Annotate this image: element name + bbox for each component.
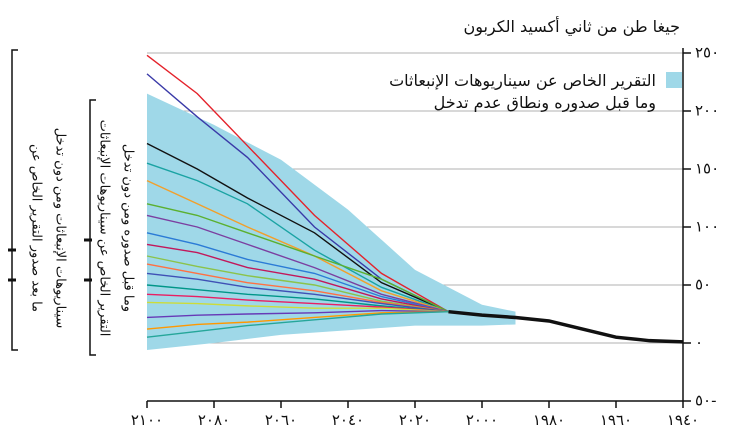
x-tick-label: ٢٠٨٠: [198, 411, 230, 429]
bracket: [11, 49, 18, 351]
x-tick-label: ٢٠٢٠: [399, 411, 431, 429]
side-label: سيناريوهات الإنبعاثات ومن دون تدخل: [53, 128, 68, 329]
y-tick-label: ٥٠: [695, 276, 711, 294]
bracket-mark: [8, 238, 92, 282]
y-tick-label: ٥٠-: [695, 392, 717, 410]
scenario-line: [146, 284, 449, 313]
scenario-line: [146, 310, 449, 338]
scenario-line: [146, 293, 449, 313]
y-tick-label: ٢٥٠: [695, 44, 719, 62]
x-tick-label: ٢٠٤٠: [332, 411, 364, 429]
scenario-line: [146, 272, 449, 313]
scenario-line: [146, 142, 449, 313]
legend-label: التقرير الخاص عن سيناريوهات الإنبعاثات: [389, 71, 656, 91]
side-label: ما بعد صدور التقرير الخاص عن: [29, 144, 44, 312]
x-tick-label: ١٩٤٠: [667, 411, 699, 429]
scenario-line: [146, 263, 449, 313]
y-tick-label: ٠: [695, 334, 703, 352]
side-label: وما قبل صدوره ومن دون تدخل: [121, 144, 136, 312]
chart-title: جيغا طن من ثاني أكسيد الكربون: [463, 16, 680, 37]
x-tick-label: ٢٠٦٠: [265, 411, 297, 429]
bracket: [89, 99, 96, 356]
x-tick-label: ١٩٨٠: [533, 411, 565, 429]
x-tick-label: ٢٠٠٠: [466, 411, 498, 429]
scenario-line: [146, 255, 449, 313]
legend-label: وما قبل صدوره ونطاق عدم تدخل: [434, 93, 656, 113]
scenario-line: [146, 54, 449, 313]
side-label: التقرير الخاص عن سيناريوهات الإنبعاثات: [97, 120, 112, 337]
brackets: [8, 49, 96, 356]
y-tick-label: ٢٠٠: [695, 102, 719, 120]
scenario-line: [146, 203, 449, 313]
scenario-line: [146, 179, 449, 313]
scenario-line: [146, 310, 449, 330]
scenario-line: [146, 301, 449, 313]
y-tick-label: ١٠٠: [695, 218, 719, 236]
scenario-line: [146, 162, 449, 313]
scenario-line: [146, 309, 449, 319]
y-tick-label: ١٥٠: [695, 160, 719, 178]
scenario-line: [146, 232, 449, 313]
legend-swatch: [666, 72, 682, 88]
x-tick-label: ١٩٦٠: [600, 411, 632, 429]
x-tick-label: ٢١٠٠: [131, 411, 163, 429]
history-line: [448, 309, 684, 344]
scenario-line: [146, 214, 449, 313]
scenario-line: [146, 243, 449, 313]
